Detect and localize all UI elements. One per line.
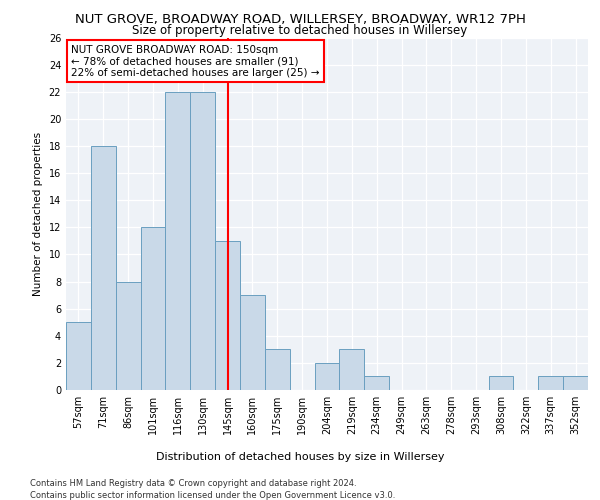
- Bar: [215, 241, 240, 390]
- Bar: [488, 376, 514, 390]
- Text: Contains HM Land Registry data © Crown copyright and database right 2024.: Contains HM Land Registry data © Crown c…: [30, 479, 356, 488]
- Bar: [240, 295, 265, 390]
- Bar: [166, 92, 190, 390]
- Bar: [91, 146, 116, 390]
- Bar: [190, 92, 215, 390]
- Bar: [265, 350, 290, 390]
- Bar: [140, 228, 166, 390]
- Text: Distribution of detached houses by size in Willersey: Distribution of detached houses by size …: [156, 452, 444, 462]
- Bar: [340, 350, 364, 390]
- Y-axis label: Number of detached properties: Number of detached properties: [33, 132, 43, 296]
- Bar: [364, 376, 389, 390]
- Bar: [538, 376, 563, 390]
- Bar: [116, 282, 140, 390]
- Bar: [314, 363, 340, 390]
- Text: Size of property relative to detached houses in Willersey: Size of property relative to detached ho…: [133, 24, 467, 37]
- Text: NUT GROVE BROADWAY ROAD: 150sqm
← 78% of detached houses are smaller (91)
22% of: NUT GROVE BROADWAY ROAD: 150sqm ← 78% of…: [71, 44, 320, 78]
- Bar: [563, 376, 588, 390]
- Bar: [66, 322, 91, 390]
- Text: Contains public sector information licensed under the Open Government Licence v3: Contains public sector information licen…: [30, 491, 395, 500]
- Text: NUT GROVE, BROADWAY ROAD, WILLERSEY, BROADWAY, WR12 7PH: NUT GROVE, BROADWAY ROAD, WILLERSEY, BRO…: [74, 12, 526, 26]
